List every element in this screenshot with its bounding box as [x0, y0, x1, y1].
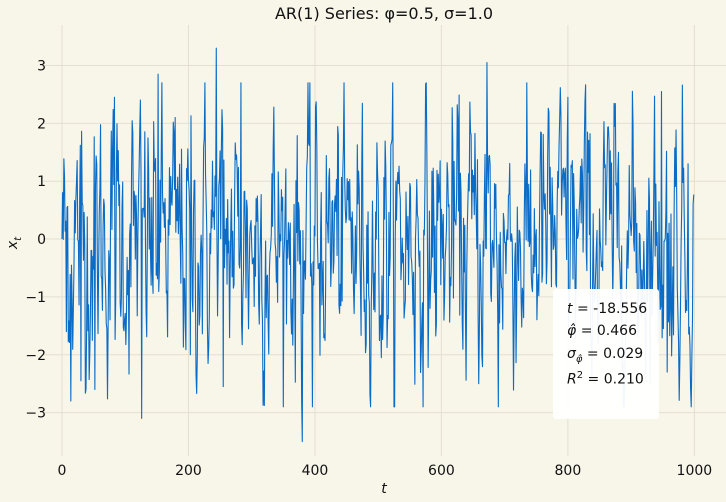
x-tick-label: 400 — [302, 463, 329, 479]
x-axis-label: t — [381, 481, 387, 497]
t-statistic-value: -18.556 — [593, 301, 648, 317]
stats-annotation-box — [553, 289, 659, 419]
r-squared-value: 0.210 — [603, 371, 644, 388]
y-tick-label: 2 — [37, 116, 46, 132]
x-tick-label: 800 — [555, 463, 582, 479]
series-group — [61, 47, 695, 443]
y-tick-label: −1 — [25, 290, 46, 306]
x-axis-ticks: 0 200 400 600 800 1000 — [58, 463, 713, 479]
x-tick-label: 600 — [428, 463, 455, 479]
phi-hat-value: 0.466 — [596, 323, 637, 339]
y-axis-ticks: −3 −2 −1 0 1 2 3 — [25, 58, 46, 421]
series-line — [61, 47, 695, 443]
chart-title: AR(1) Series: φ=0.5, σ=1.0 — [275, 4, 493, 23]
x-tick-label: 200 — [175, 463, 202, 479]
phi-stderr-value: 0.029 — [603, 346, 644, 362]
t-statistic: t = -18.556 — [567, 301, 648, 317]
y-axis-label: xt — [5, 236, 24, 250]
phi-hat-stat: φ̂ = 0.466 — [567, 323, 637, 339]
x-tick-label: 0 — [58, 463, 67, 479]
phi-stderr-stat: σφ̂ = 0.029 — [567, 346, 644, 365]
y-tick-label: −2 — [25, 348, 46, 364]
y-tick-label: 0 — [37, 232, 46, 248]
y-tick-label: 1 — [37, 174, 46, 190]
y-tick-label: 3 — [37, 58, 46, 74]
r-squared-stat: R2 = 0.210 — [567, 370, 644, 388]
x-tick-label: 1000 — [677, 463, 713, 479]
y-tick-label: −3 — [25, 406, 46, 422]
